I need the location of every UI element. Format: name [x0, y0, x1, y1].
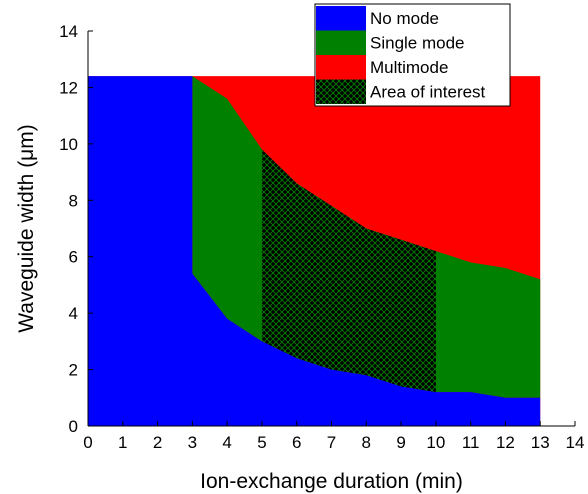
legend-swatch	[316, 55, 366, 80]
x-tick-label: 7	[327, 433, 336, 452]
y-tick-label: 14	[59, 22, 78, 41]
x-tick-label: 10	[426, 433, 445, 452]
x-tick-label: 2	[153, 433, 162, 452]
legend-swatch	[316, 6, 366, 31]
x-tick-label: 5	[257, 433, 266, 452]
legend-swatch	[316, 30, 366, 55]
y-tick-label: 12	[59, 78, 78, 97]
x-tick-label: 13	[531, 433, 550, 452]
legend-label: Area of interest	[370, 83, 486, 102]
no-mode-region	[88, 76, 541, 427]
y-axis-title: Waveguide width (μm)	[15, 124, 38, 333]
y-tick-label: 6	[69, 248, 78, 267]
x-tick-label: 1	[118, 433, 127, 452]
x-tick-label: 11	[462, 433, 480, 452]
x-tick-label: 12	[496, 433, 515, 452]
legend-label: Multimode	[370, 58, 448, 77]
legend-label: No mode	[370, 9, 439, 28]
legend-label: Single mode	[370, 34, 465, 53]
legend-swatch	[316, 79, 366, 104]
plot-areas	[88, 76, 541, 427]
y-tick-label: 4	[69, 304, 78, 323]
x-tick-label: 3	[188, 433, 197, 452]
area-of-interest-region	[261, 149, 436, 393]
y-tick-label: 8	[69, 191, 78, 210]
y-tick-label: 10	[59, 135, 78, 154]
x-axis-title: Ion-exchange duration (min)	[200, 470, 463, 493]
x-tick-label: 4	[222, 433, 231, 452]
legend: No mode Single mode Multimode Area of inter…	[314, 3, 511, 107]
x-tick-label: 0	[83, 433, 92, 452]
x-tick-label: 14	[566, 433, 585, 452]
x-tick-label: 8	[362, 433, 371, 452]
x-tick-label: 6	[292, 433, 301, 452]
x-tick-label: 9	[396, 433, 405, 452]
y-tick-label: 0	[69, 417, 78, 436]
y-tick-label: 2	[69, 361, 78, 380]
